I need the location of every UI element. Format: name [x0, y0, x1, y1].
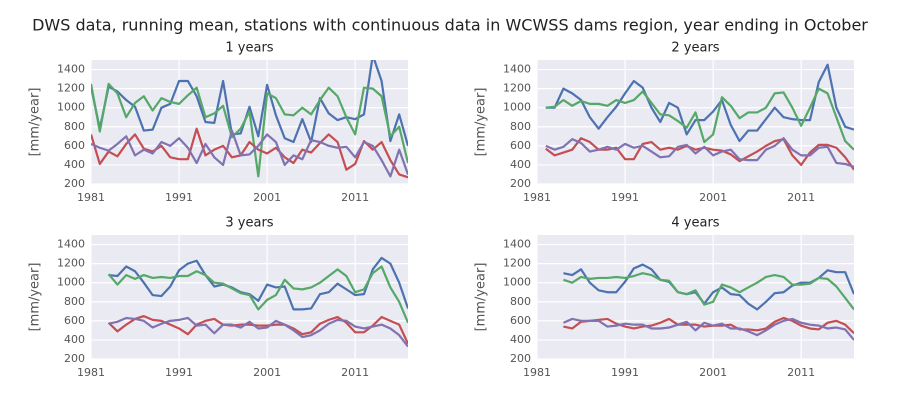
series-group: [545, 63, 854, 171]
data-line: [545, 137, 854, 171]
y-tick-label: 1400: [503, 63, 531, 76]
y-tick-label: 800: [510, 295, 531, 308]
series-group: [91, 60, 408, 179]
x-tick-label: 1981: [523, 366, 551, 379]
x-tick-label: 2011: [787, 366, 815, 379]
data-line: [108, 316, 408, 348]
y-tick-label: 600: [64, 139, 85, 152]
y-tick-label: 800: [64, 295, 85, 308]
data-line: [91, 82, 408, 178]
data-line: [562, 317, 854, 341]
subplot-title: 3 years: [225, 216, 273, 231]
data-line: [108, 256, 408, 311]
y-tick-label: 600: [510, 139, 531, 152]
y-tick-label: 200: [64, 352, 85, 365]
x-tick-label: 1981: [77, 366, 105, 379]
x-tick-label: 1981: [523, 191, 551, 204]
x-tick-label: 1991: [165, 191, 193, 204]
y-tick-label: 1000: [503, 276, 531, 289]
y-tick-label: 1200: [503, 82, 531, 95]
data-line: [563, 263, 854, 311]
y-tick-label: 1200: [503, 257, 531, 270]
y-tick-label: 400: [510, 333, 531, 346]
x-tick-label: 1991: [165, 366, 193, 379]
data-line: [563, 316, 854, 335]
y-tick-label: 200: [64, 177, 85, 190]
x-tick-label: 2001: [253, 191, 281, 204]
data-line: [91, 60, 408, 147]
y-tick-label: 800: [510, 120, 531, 133]
x-tick-label: 2011: [341, 366, 369, 379]
subplot-title: 1 years: [225, 41, 273, 56]
y-tick-label: 400: [64, 158, 85, 171]
y-tick-label: 200: [510, 177, 531, 190]
x-tick-label: 1991: [611, 366, 639, 379]
y-axis-label: [mm/year]: [28, 88, 43, 157]
x-tick-label: 1991: [611, 191, 639, 204]
y-tick-label: 1000: [503, 101, 531, 114]
y-axis-label: [mm/year]: [474, 88, 489, 157]
figure-title: DWS data, running mean, stations with co…: [32, 16, 868, 35]
y-tick-label: 400: [64, 333, 85, 346]
data-line: [545, 87, 854, 151]
y-tick-label: 200: [510, 352, 531, 365]
y-tick-label: 600: [510, 314, 531, 327]
x-tick-label: 2001: [253, 366, 281, 379]
x-tick-label: 1981: [77, 191, 105, 204]
data-line: [545, 63, 854, 143]
data-line: [545, 137, 854, 168]
subplot-title: 4 years: [671, 216, 719, 231]
y-tick-label: 1200: [57, 82, 85, 95]
y-tick-label: 1400: [57, 63, 85, 76]
y-tick-label: 1400: [503, 238, 531, 251]
series-group: [562, 263, 854, 341]
x-tick-label: 2011: [341, 191, 369, 204]
y-axis-label: [mm/year]: [474, 263, 489, 332]
x-tick-label: 2001: [699, 191, 727, 204]
data-line: [107, 314, 408, 345]
y-tick-label: 1400: [57, 238, 85, 251]
x-tick-label: 2001: [699, 366, 727, 379]
y-tick-label: 600: [64, 314, 85, 327]
data-line: [563, 272, 854, 311]
y-tick-label: 1200: [57, 257, 85, 270]
y-tick-label: 400: [510, 158, 531, 171]
subplot-title: 2 years: [671, 41, 719, 56]
y-tick-label: 1000: [57, 101, 85, 114]
data-line: [107, 265, 408, 324]
y-tick-label: 800: [64, 120, 85, 133]
y-tick-label: 1000: [57, 276, 85, 289]
series-group: [107, 256, 408, 348]
x-tick-label: 2011: [787, 191, 815, 204]
y-axis-label: [mm/year]: [28, 263, 43, 332]
data-line: [91, 129, 408, 178]
